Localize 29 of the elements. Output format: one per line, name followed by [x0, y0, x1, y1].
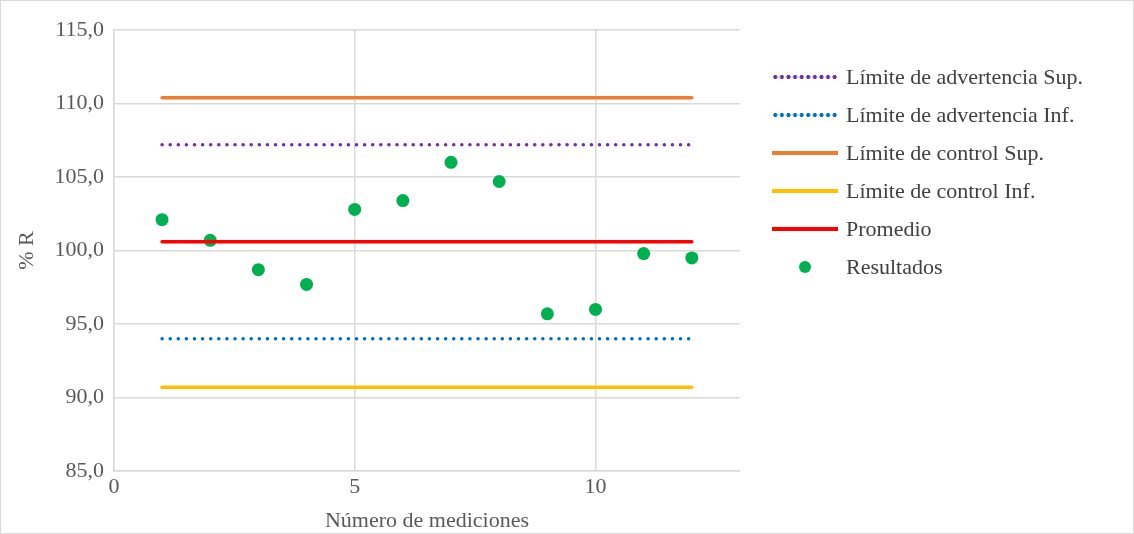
y-axis-title: % R — [12, 231, 38, 270]
point — [300, 277, 314, 291]
point — [540, 307, 554, 321]
x-axis-title: Número de mediciones — [324, 506, 529, 532]
legend-label: Límite de control Inf. — [846, 178, 1036, 204]
y-tick-label: 90,0 — [65, 383, 104, 409]
y-tick-label: 115,0 — [55, 15, 104, 41]
y-tick-label: 110,0 — [55, 89, 104, 115]
point — [155, 213, 169, 227]
point — [251, 263, 265, 277]
point — [637, 247, 651, 261]
point — [589, 302, 603, 316]
point — [492, 174, 506, 188]
x-tick-label: 5 — [349, 473, 361, 499]
y-tick-label: 95,0 — [65, 309, 104, 335]
legend-label: Resultados — [846, 254, 943, 280]
x-tick-label: 10 — [584, 473, 607, 499]
point — [444, 155, 458, 169]
point — [348, 202, 362, 216]
point — [685, 251, 699, 265]
y-tick-label: 100,0 — [54, 236, 104, 262]
point — [396, 194, 410, 208]
legend-label: Límite de control Sup. — [846, 140, 1044, 166]
legend-label: Promedio — [846, 216, 932, 242]
y-tick-label: 105,0 — [54, 162, 104, 188]
y-tick-label: 85,0 — [65, 456, 104, 482]
legend-label: Límite de advertencia Sup. — [846, 64, 1084, 90]
legend-label: Límite de advertencia Inf. — [846, 102, 1075, 128]
x-tick-label: 0 — [108, 473, 120, 499]
